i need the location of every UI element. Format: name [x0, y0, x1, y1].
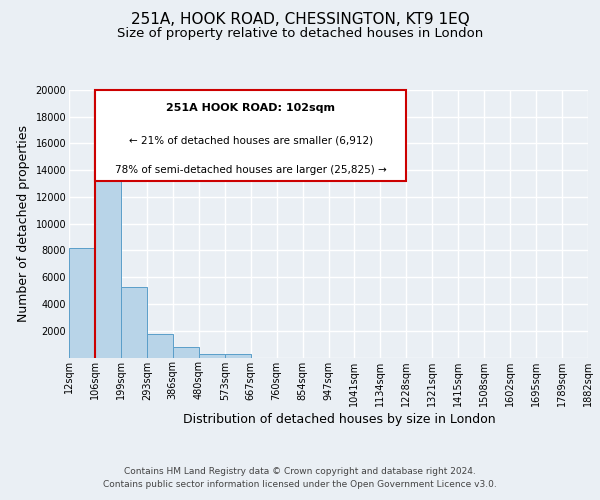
- Text: ← 21% of detached houses are smaller (6,912): ← 21% of detached houses are smaller (6,…: [128, 136, 373, 145]
- Text: 251A, HOOK ROAD, CHESSINGTON, KT9 1EQ: 251A, HOOK ROAD, CHESSINGTON, KT9 1EQ: [131, 12, 469, 28]
- Text: Size of property relative to detached houses in London: Size of property relative to detached ho…: [117, 28, 483, 40]
- Bar: [147, 334, 173, 357]
- FancyBboxPatch shape: [95, 90, 406, 181]
- Bar: [95, 134, 121, 358]
- Text: 78% of semi-detached houses are larger (25,825) →: 78% of semi-detached houses are larger (…: [115, 165, 386, 175]
- Bar: [225, 354, 251, 358]
- Text: Distribution of detached houses by size in London: Distribution of detached houses by size …: [182, 412, 496, 426]
- Y-axis label: Number of detached properties: Number of detached properties: [17, 125, 30, 322]
- Bar: [121, 286, 147, 358]
- Text: Contains HM Land Registry data © Crown copyright and database right 2024.: Contains HM Land Registry data © Crown c…: [124, 468, 476, 476]
- Bar: [173, 347, 199, 358]
- Bar: [69, 248, 95, 358]
- Text: Contains public sector information licensed under the Open Government Licence v3: Contains public sector information licen…: [103, 480, 497, 489]
- Bar: [199, 354, 224, 358]
- Text: 251A HOOK ROAD: 102sqm: 251A HOOK ROAD: 102sqm: [166, 104, 335, 114]
